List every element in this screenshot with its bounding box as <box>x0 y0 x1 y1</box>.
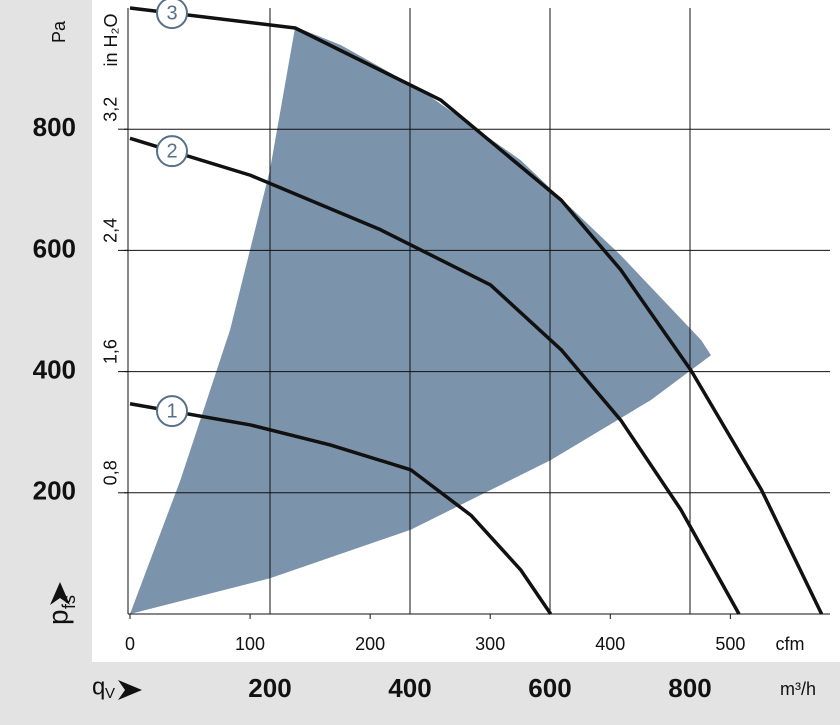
x2-unit: cfm <box>776 634 805 654</box>
y-tick-label: 200 <box>33 476 76 506</box>
legend-label: 3 <box>166 2 177 24</box>
x-unit: m³/h <box>780 679 816 699</box>
y-label-main: p <box>42 609 73 625</box>
y-unit: Pa <box>49 20 69 43</box>
x2-tick-label: 200 <box>355 634 385 654</box>
y-tick-label: 600 <box>33 233 76 263</box>
y2-tick-label: 2,4 <box>101 218 121 243</box>
legend-marker <box>156 0 188 30</box>
x2-tick-label: 400 <box>595 634 625 654</box>
x2-tick-label: 300 <box>475 634 505 654</box>
fan-curve <box>129 136 741 615</box>
fan-curve <box>129 401 553 615</box>
legend-label: 1 <box>166 400 177 422</box>
y-arrow <box>50 582 70 605</box>
y-tick-label: 800 <box>33 112 76 142</box>
bottom-band <box>0 662 840 725</box>
y2-unit: in H₂O <box>101 14 121 67</box>
x2-tick-label: 100 <box>235 634 265 654</box>
left-band <box>0 0 92 725</box>
y2-tick-label: 0,8 <box>101 460 121 485</box>
y-axis-title: p fs <box>42 595 78 625</box>
x-tick-label: 200 <box>248 673 291 703</box>
y2-tick-label: 3,2 <box>101 97 121 122</box>
x2-tick-label: 0 <box>125 634 135 654</box>
x-tick-label: 400 <box>388 673 431 703</box>
x-label-main: q <box>92 673 105 700</box>
x2-tick-label: 500 <box>715 634 745 654</box>
x-tick-label: 600 <box>528 673 571 703</box>
y-tick-label: 400 <box>33 354 76 384</box>
legend-marker <box>156 395 188 428</box>
x-arrow <box>118 680 142 700</box>
x-tick-label: 800 <box>668 673 711 703</box>
operating-range <box>130 26 711 614</box>
legend-label: 2 <box>166 140 177 162</box>
x-label-sub: V <box>105 685 115 702</box>
fan-curve <box>129 6 824 615</box>
legend-marker <box>156 135 188 168</box>
y2-tick-label: 1,6 <box>101 339 121 364</box>
